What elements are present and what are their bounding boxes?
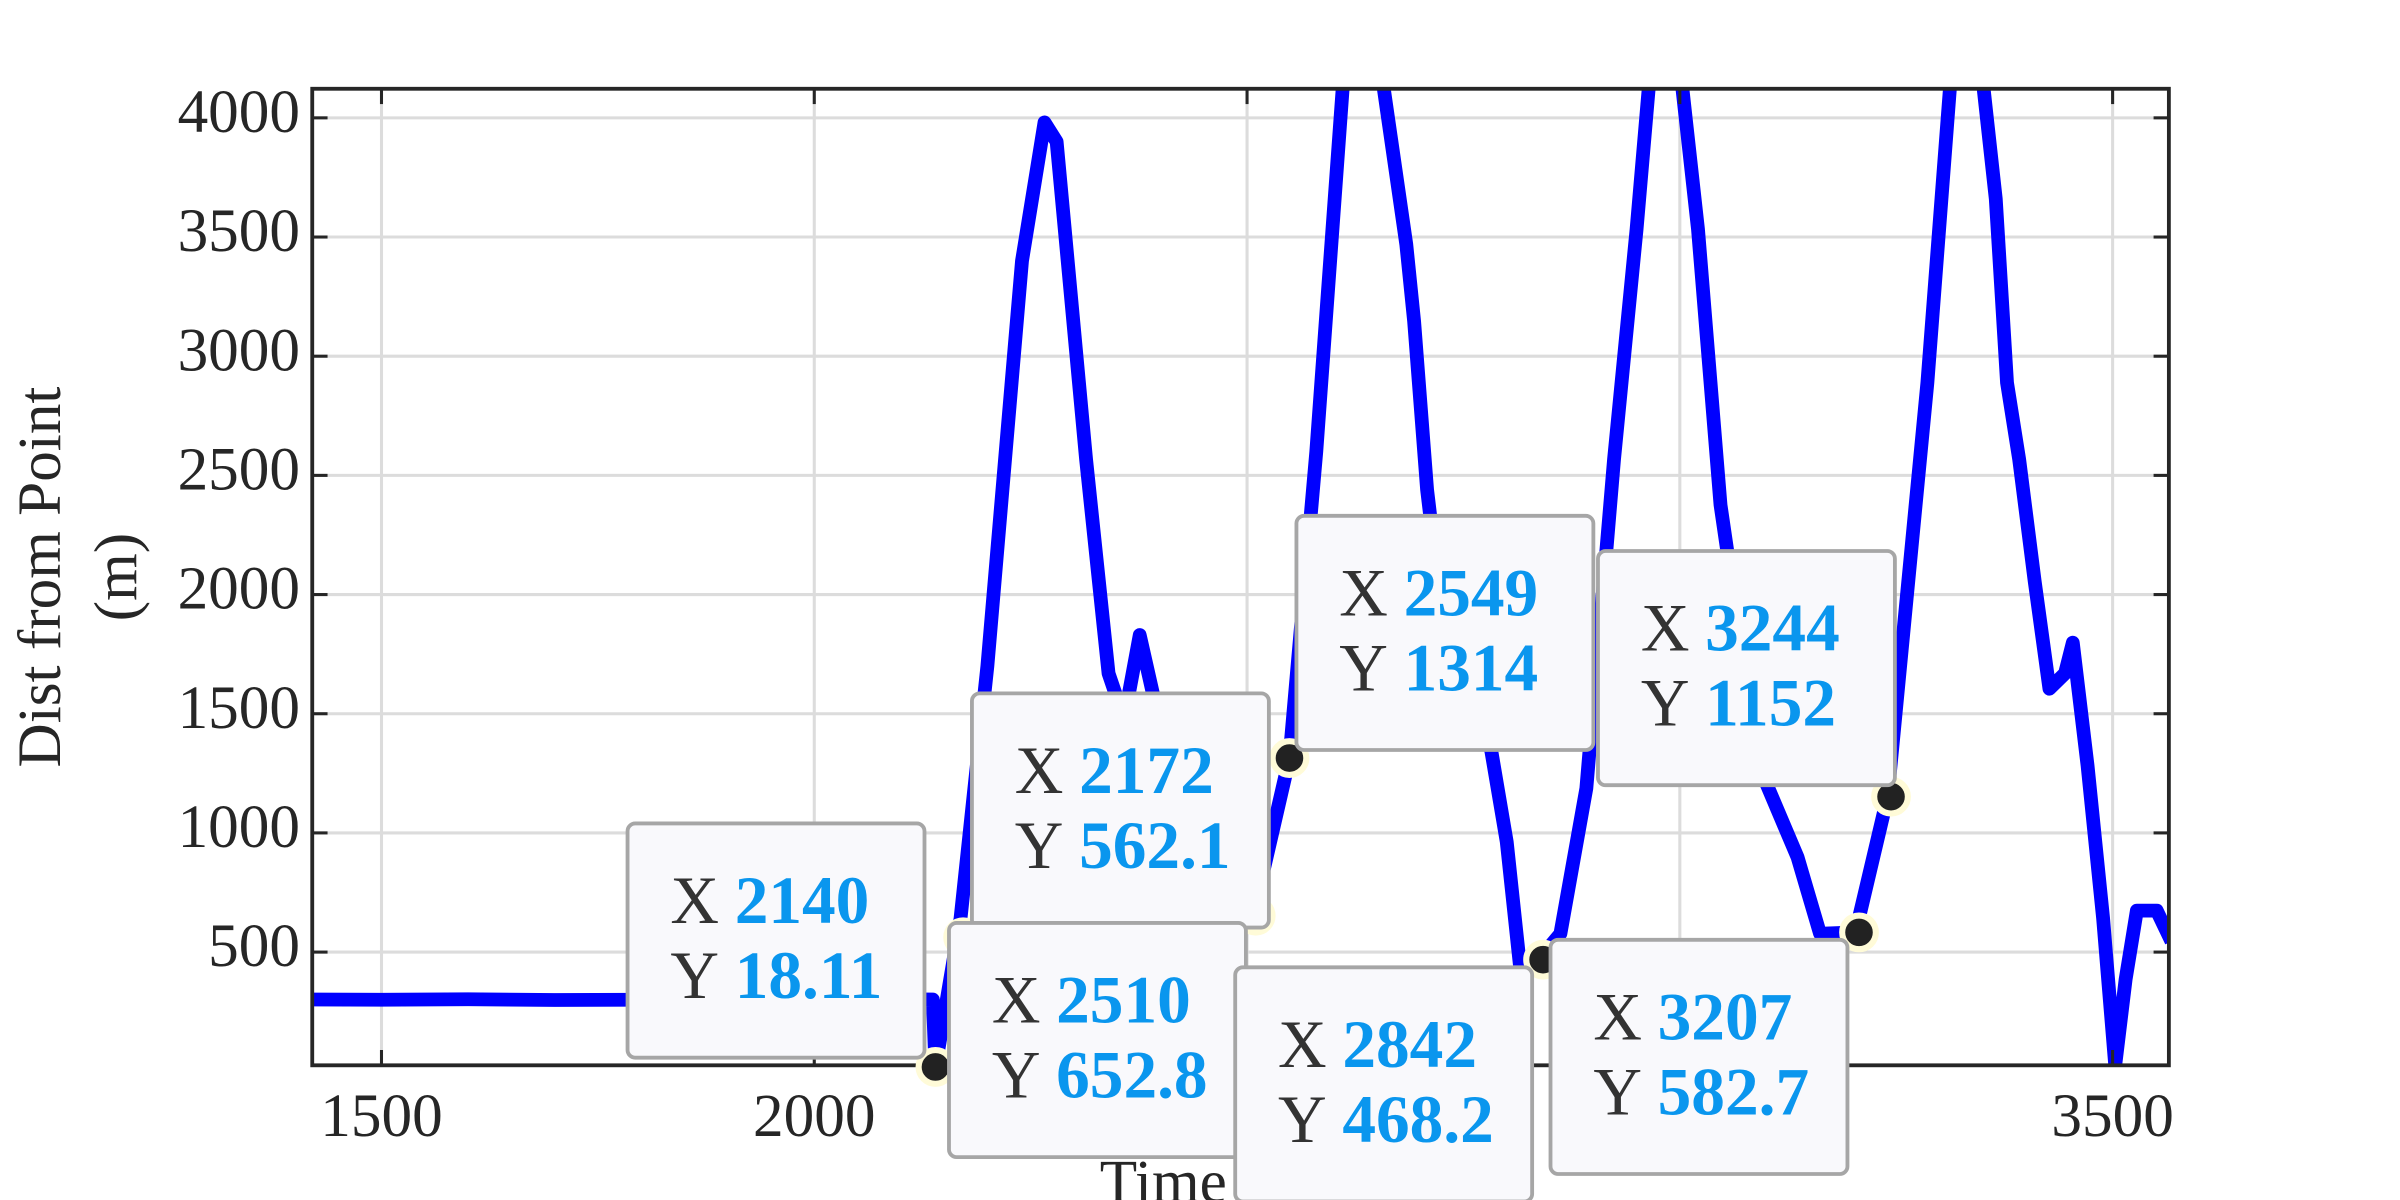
datatip-box bbox=[1294, 513, 1596, 752]
datatip-value: 2172 bbox=[1079, 733, 1214, 808]
datatip-key: Y bbox=[670, 938, 719, 1013]
datatip-box bbox=[1233, 965, 1535, 1200]
datatip-value: 1314 bbox=[1404, 630, 1539, 705]
datatip-key: X bbox=[1015, 733, 1064, 808]
x-tick-label: 2000 bbox=[753, 1082, 875, 1150]
datatip-value: 2549 bbox=[1404, 555, 1539, 630]
y-tick-label: 2500 bbox=[178, 435, 300, 503]
datatip-key: X bbox=[1339, 555, 1388, 630]
datatip-value: 3207 bbox=[1658, 979, 1793, 1054]
y-tick-label: 2000 bbox=[178, 555, 300, 623]
datatip-key: Y bbox=[1593, 1054, 1642, 1129]
datatip-value: 18.11 bbox=[735, 938, 883, 1013]
datatip-value: 582.7 bbox=[1658, 1054, 1810, 1129]
datatip-key: Y bbox=[1339, 630, 1388, 705]
datatip-key: X bbox=[1278, 1007, 1327, 1082]
datatip-box bbox=[625, 821, 927, 1060]
datatip-value: 652.8 bbox=[1056, 1038, 1208, 1113]
plot-area bbox=[312, 88, 2169, 1066]
datatip-value: 2510 bbox=[1056, 963, 1191, 1038]
datatip-key: Y bbox=[1641, 666, 1690, 741]
y-tick-label: 1500 bbox=[178, 674, 300, 742]
grid bbox=[312, 88, 2169, 1066]
datatip-marker bbox=[1269, 738, 1310, 778]
data-line bbox=[312, 88, 2169, 1066]
datatip-value: 562.1 bbox=[1079, 808, 1230, 883]
y-tick-label: 3500 bbox=[178, 197, 300, 265]
datatip-key: Y bbox=[1278, 1082, 1327, 1157]
x-tick-label: 1500 bbox=[320, 1082, 442, 1150]
datatip-value: 2140 bbox=[735, 863, 870, 938]
datatip-marker bbox=[1839, 912, 1879, 953]
datatip-key: Y bbox=[992, 1038, 1041, 1113]
y-tick-label: 4000 bbox=[178, 78, 300, 146]
y-tick-label: 1000 bbox=[178, 793, 300, 861]
y-tick-label: 3000 bbox=[178, 316, 300, 384]
datatip-key: X bbox=[670, 863, 719, 938]
datatip-key: X bbox=[1641, 591, 1690, 666]
datatip-key: Y bbox=[1015, 808, 1064, 883]
datatip-value: 2842 bbox=[1342, 1007, 1477, 1082]
datatip-box bbox=[1548, 937, 1850, 1176]
x-tick-label: 3500 bbox=[2051, 1082, 2173, 1150]
datatip-key: X bbox=[1593, 979, 1642, 1054]
datatip-value: 468.2 bbox=[1342, 1082, 1494, 1157]
y-tick-label: 500 bbox=[208, 912, 300, 980]
datatip-box bbox=[1596, 549, 1897, 788]
datatip-value: 3244 bbox=[1705, 591, 1840, 666]
datatip-key: X bbox=[992, 963, 1041, 1038]
y-axis-label: Dist from Point bbox=[6, 387, 74, 768]
datatip-value: 1152 bbox=[1705, 666, 1836, 741]
y-axis-label: (m) bbox=[82, 533, 150, 621]
